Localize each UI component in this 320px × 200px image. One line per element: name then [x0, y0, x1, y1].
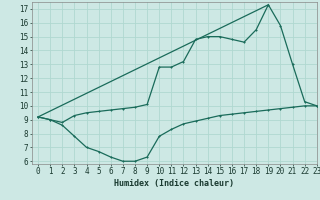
X-axis label: Humidex (Indice chaleur): Humidex (Indice chaleur)	[115, 179, 234, 188]
